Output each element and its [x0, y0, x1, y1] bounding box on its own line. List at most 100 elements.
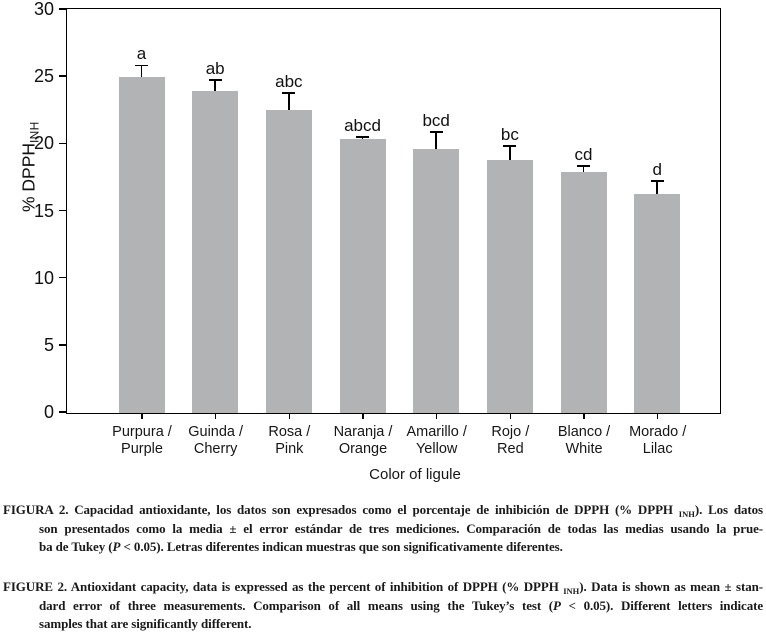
y-axis-tick	[58, 209, 66, 212]
error-bar	[288, 92, 290, 111]
error-bar	[582, 165, 585, 173]
x-axis-label-line: Cherry	[193, 440, 238, 457]
y-axis-tick	[58, 344, 66, 346]
sig-letter: d	[652, 159, 662, 179]
error-bar	[509, 145, 511, 160]
bar	[486, 159, 533, 413]
bar	[560, 172, 607, 413]
caption-text-segment: ). Los datos	[694, 502, 763, 517]
caption-line: dard error of three measurements. Compar…	[39, 597, 763, 616]
x-axis-label-line: Yellow	[415, 440, 458, 457]
y-axis-tick	[58, 8, 66, 10]
caption-line: ba de Tukey (P < 0.05). Letras diferente…	[39, 538, 763, 557]
x-axis-label: Amarillo / Yellow	[387, 424, 487, 457]
x-axis-label-line: Guinda /	[188, 424, 244, 440]
x-axis-tick	[656, 412, 659, 419]
x-axis-label-line: Naranja /	[333, 424, 393, 440]
bar	[413, 149, 460, 413]
caption-text-segment: INH	[563, 586, 580, 596]
caption-text-segment: Antioxidant capacity, data is expressed …	[70, 579, 564, 594]
error-bar-cap	[577, 165, 591, 167]
sig-letter: bcd	[422, 110, 450, 130]
x-axis-label-line: Amarillo /	[406, 424, 467, 440]
plot-area: a ab abc abcd bcd bc cd d	[65, 7, 721, 414]
y-axis-tick-label: 0	[43, 402, 54, 422]
bar	[339, 139, 386, 413]
y-axis-tick-label: 5	[43, 334, 54, 355]
error-bar	[214, 79, 216, 92]
caption-text-segment: P	[112, 539, 121, 555]
caption-line: samples that are significantly different…	[39, 615, 763, 634]
caption-english: FIGURE 2. Antioxidant capacity, data is …	[0, 578, 766, 634]
caption-text-segment: Capacidad antioxidante, los datos son ex…	[74, 502, 679, 517]
caption-text-segment: ba de Tukey (	[39, 539, 113, 555]
sig-letter: a	[136, 44, 147, 64]
caption-text-segment: dard error of three measurements. Compar…	[39, 597, 553, 613]
caption-line: son presentados como la media ± el error…	[39, 520, 763, 539]
caption-text-segment: < 0.05). Different letters indicate	[560, 597, 764, 613]
x-axis-label: Rosa / Pink	[239, 424, 339, 457]
caption-text-segment: ). Data is shown as mean ± stan-	[579, 579, 764, 594]
x-axis-label: Guinda / Cherry	[166, 424, 266, 457]
y-axis-tick-label: 10	[33, 267, 54, 288]
sig-letter: ab	[205, 58, 225, 78]
bar	[634, 193, 681, 413]
x-axis-tick	[214, 412, 217, 419]
x-axis-label-line: White	[565, 440, 603, 457]
x-axis-label-line: Purpura /	[112, 424, 172, 440]
error-bar-cap	[282, 92, 296, 94]
x-axis-tick	[362, 412, 364, 419]
x-axis-tick	[435, 412, 438, 419]
caption-line: FIGURE 2. Antioxidant capacity, data is …	[3, 578, 763, 597]
error-bar	[656, 180, 658, 194]
x-axis-title: Color of ligule	[369, 466, 461, 483]
error-bar-cap	[135, 64, 148, 67]
x-axis-tick	[288, 412, 291, 419]
sig-letter: cd	[574, 144, 593, 164]
x-axis-label-line: Purple	[121, 440, 163, 457]
x-axis-label: Naranja / Orange	[313, 424, 413, 457]
error-bar-cap	[208, 79, 222, 81]
sig-letter: abc	[275, 71, 303, 91]
x-axis-label-line: Orange	[338, 440, 388, 457]
sig-letter: bc	[500, 124, 519, 144]
bar	[192, 91, 239, 413]
caption-text-segment: P	[553, 597, 561, 613]
error-bar-cap	[503, 145, 517, 147]
caption-text-segment: samples that are significantly different…	[39, 616, 252, 632]
x-axis-label-line: Blanco /	[557, 424, 611, 440]
error-bar	[140, 64, 143, 77]
x-axis-label: Morado / Lilac	[608, 424, 708, 457]
caption-text-segment: FIGURA 2.	[3, 502, 75, 517]
y-axis-tick	[58, 276, 66, 279]
x-axis-label: Rojo / Red	[460, 424, 560, 457]
y-axis-tick	[58, 75, 66, 77]
bar	[265, 110, 312, 413]
x-axis-label: Blanco / White	[534, 424, 634, 457]
y-axis-tick-label: 15	[33, 200, 54, 221]
x-axis-label-line: Pink	[275, 440, 304, 457]
caption-spanish: FIGURA 2. Capacidad antioxidante, los da…	[0, 501, 766, 557]
y-axis-tick-label: 20	[33, 133, 54, 154]
x-axis-label-line: Rosa /	[268, 424, 311, 440]
x-axis-label-line: Rojo /	[491, 424, 530, 440]
y-axis-tick	[58, 142, 66, 145]
caption-text-segment: INH	[678, 509, 695, 519]
x-axis-label: Purpura / Purple	[92, 424, 192, 457]
chart: a ab abc abcd bcd bc cd d % DPPHINH Color of li…	[19, 0, 721, 483]
x-axis-tick	[583, 412, 585, 419]
y-axis-tick-label: 25	[33, 66, 54, 87]
y-axis-tick-label: 30	[33, 0, 54, 19]
caption-text-segment: son presentados como la media ± el error…	[39, 520, 763, 536]
caption-text-segment: < 0.05). Letras diferentes indican muest…	[120, 539, 563, 555]
x-axis-label-line: Red	[497, 440, 524, 457]
y-axis-tick	[58, 411, 66, 413]
caption-text-segment: FIGURE 2.	[3, 579, 71, 594]
error-bar-cap	[429, 131, 443, 133]
x-axis-tick	[141, 412, 143, 419]
error-bar-cap	[356, 136, 369, 138]
x-axis-label-line: Morado /	[629, 424, 687, 440]
x-axis-label-line: Lilac	[642, 440, 673, 457]
x-axis-tick	[509, 412, 512, 419]
